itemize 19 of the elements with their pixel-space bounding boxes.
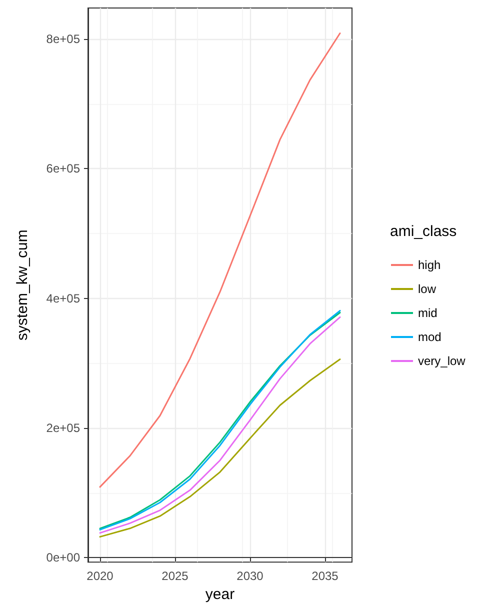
legend-label: very_low (418, 354, 466, 368)
x-tick-label: 2025 (162, 569, 189, 584)
line-series (99, 358, 341, 538)
legend-title: ami_class (390, 223, 457, 240)
y-axis-title: system_kw_cum (14, 230, 31, 340)
y-tick-label: 2e+05 (46, 420, 80, 435)
y-tick-label: 8e+05 (46, 32, 80, 46)
legend-label: low (418, 282, 436, 296)
x-tick-label: 2030 (236, 569, 264, 584)
x-tick-label: 2020 (86, 569, 114, 584)
line-series (99, 32, 341, 488)
legend-label: high (418, 258, 441, 272)
y-tick-label: 4e+05 (46, 291, 80, 306)
x-axis-title: year (205, 586, 235, 603)
y-tick-label: 6e+05 (46, 162, 80, 176)
x-tick-label: 2035 (312, 569, 339, 584)
y-tick-label: 0e+00 (46, 550, 80, 565)
legend-label: mod (418, 330, 442, 344)
legend-label: mid (418, 306, 438, 320)
